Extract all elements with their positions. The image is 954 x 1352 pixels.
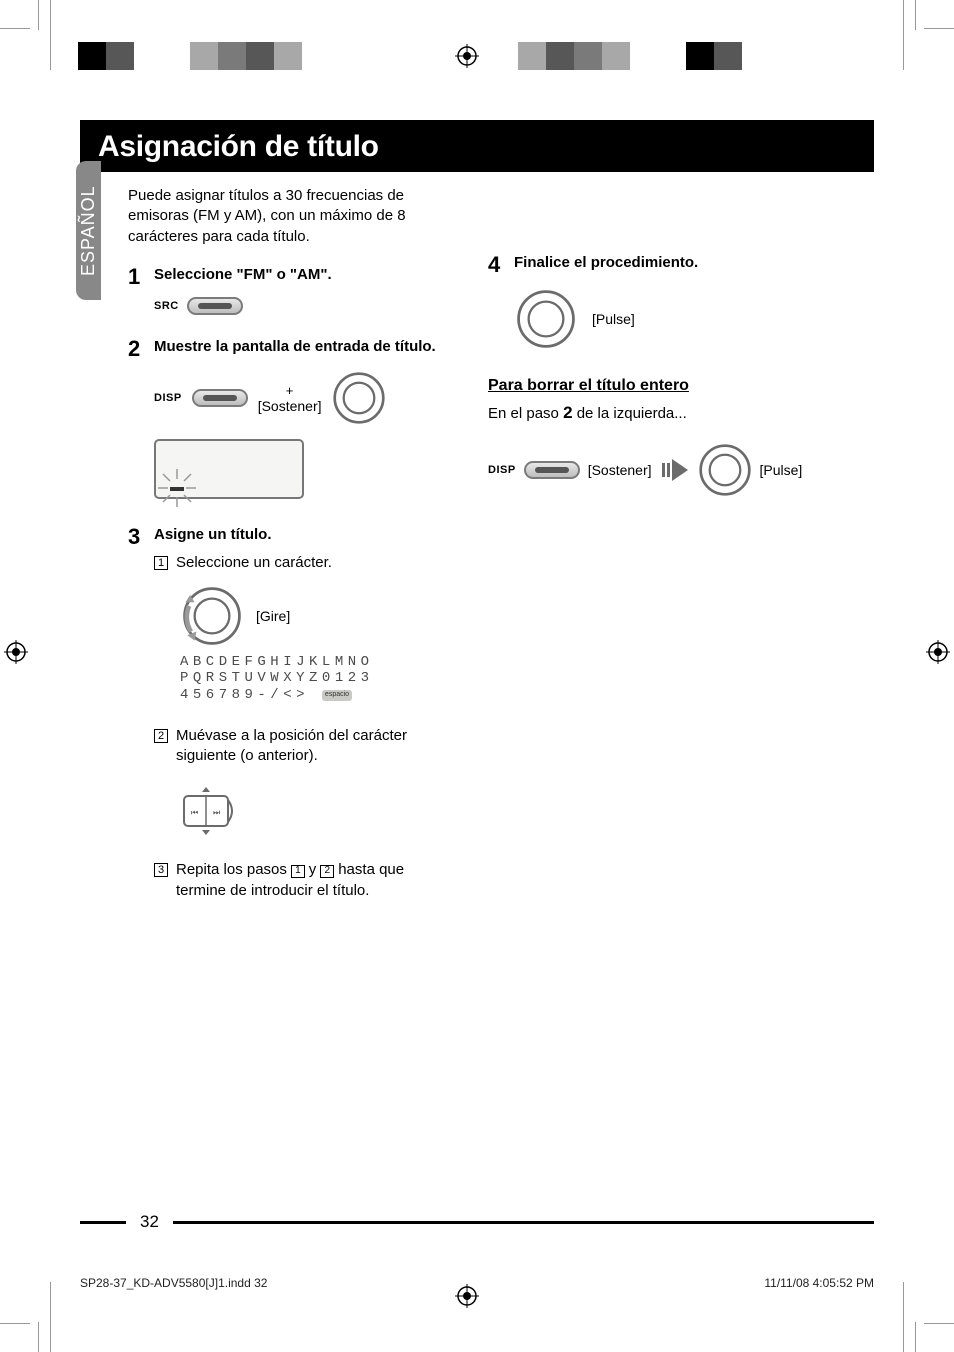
crop-mark xyxy=(903,1282,904,1352)
substep-1: 1 Seleccione un carácter. xyxy=(154,553,458,573)
crop-mark xyxy=(38,1322,39,1352)
registration-mark-icon xyxy=(926,640,950,664)
registration-mark-icon xyxy=(455,44,479,68)
nav-pad-icon: ⏮ ⏭ xyxy=(180,786,240,836)
substep-3: 3 Repita los pasos 1 y 2 hasta que termi… xyxy=(154,860,458,901)
crop-mark xyxy=(915,0,916,30)
disp-label: DISP xyxy=(154,392,182,404)
page-title: Asignación de título xyxy=(80,120,874,172)
footer-timestamp: 11/11/08 4:05:52 PM xyxy=(764,1276,874,1290)
step-2: 2 Muestre la pantalla de entrada de títu… xyxy=(128,337,458,361)
hold-label: [Sostener] xyxy=(258,398,322,414)
step-title: Muestre la pantalla de entrada de título… xyxy=(154,337,436,361)
erase-figure: DISP [Sostener] [Pulse] xyxy=(488,443,818,497)
page-content: ESPAÑOL Asignación de título Puede asign… xyxy=(80,120,874,1232)
lcd-display-figure xyxy=(154,439,304,499)
src-button-icon xyxy=(187,297,243,315)
disp-hold-figure: DISP + [Sostener] xyxy=(154,371,458,425)
print-footer: SP28-37_KD-ADV5580[J]1.indd 32 11/11/08 … xyxy=(80,1276,874,1290)
char-row: PQRSTUVWXYZ0123 xyxy=(180,670,458,687)
substep-2: 2 Muévase a la posición del carácter sig… xyxy=(154,726,458,767)
crop-mark xyxy=(50,1282,51,1352)
step-title: Finalice el procedimiento. xyxy=(514,253,698,277)
page-number-bar: 32 xyxy=(80,1212,874,1232)
crop-mark xyxy=(38,0,39,30)
erase-heading: Para borrar el título entero xyxy=(488,377,818,395)
step-number: 4 xyxy=(488,253,514,277)
substep-text: Muévase a la posición del carácter sigui… xyxy=(176,726,458,767)
svg-text:⏭: ⏭ xyxy=(213,808,220,817)
knob-press-icon xyxy=(698,443,752,497)
registration-mark-icon xyxy=(4,640,28,664)
disp-button-icon xyxy=(192,389,248,407)
char-row: 456789-/<> espacio xyxy=(180,687,458,704)
step-4: 4 Finalice el procedimiento. xyxy=(488,253,818,277)
press-label: [Pulse] xyxy=(760,462,803,478)
substep-text: Seleccione un carácter. xyxy=(176,553,332,573)
src-button-figure: SRC xyxy=(154,297,458,315)
cursor-icon xyxy=(170,487,184,491)
knob-icon xyxy=(332,371,386,425)
character-grid: ABCDEFGHIJKLMNO PQRSTUVWXYZ0123 456789-/… xyxy=(180,654,458,704)
char-row: ABCDEFGHIJKLMNO xyxy=(180,654,458,671)
crop-mark xyxy=(924,1323,954,1324)
crop-mark xyxy=(903,0,904,70)
plus-symbol: + xyxy=(286,383,294,398)
page-number: 32 xyxy=(134,1212,165,1232)
hold-label: [Sostener] xyxy=(588,462,652,478)
crop-mark xyxy=(0,1323,30,1324)
step-number: 2 xyxy=(128,337,154,361)
crop-mark xyxy=(924,28,954,29)
step-number: 3 xyxy=(128,525,154,549)
arrow-right-icon xyxy=(660,455,690,485)
svg-text:⏮: ⏮ xyxy=(191,808,198,817)
crop-mark xyxy=(915,1322,916,1352)
space-key-pill: espacio xyxy=(322,690,352,700)
step-number: 1 xyxy=(128,265,154,289)
step-title: Asigne un título. xyxy=(154,525,272,549)
disp-label: DISP xyxy=(488,464,516,476)
step-title: Seleccione "FM" o "AM". xyxy=(154,265,332,289)
substep-number: 3 xyxy=(154,863,168,877)
press-label: [Pulse] xyxy=(592,311,635,327)
crop-mark xyxy=(0,28,30,29)
src-label: SRC xyxy=(154,300,179,312)
crop-mark xyxy=(50,0,51,70)
print-color-bar-left xyxy=(78,42,302,70)
step-3: 3 Asigne un título. xyxy=(128,525,458,549)
erase-body: En el paso 2 de la izquierda... xyxy=(488,403,818,423)
intro-text: Puede asignar títulos a 30 frecuencias d… xyxy=(128,186,458,247)
substep-text: Repita los pasos 1 y 2 hasta que termine… xyxy=(176,860,458,901)
step-1: 1 Seleccione "FM" o "AM". xyxy=(128,265,458,289)
substep-number: 1 xyxy=(154,556,168,570)
language-tab: ESPAÑOL xyxy=(76,161,101,300)
print-color-bar-right xyxy=(518,42,742,70)
turn-label: [Gire] xyxy=(256,608,290,624)
footer-filename: SP28-37_KD-ADV5580[J]1.indd 32 xyxy=(80,1276,267,1290)
disp-button-icon xyxy=(524,461,580,479)
substep-number: 2 xyxy=(154,729,168,743)
knob-turn-icon xyxy=(180,584,244,648)
knob-press-icon xyxy=(514,287,578,351)
